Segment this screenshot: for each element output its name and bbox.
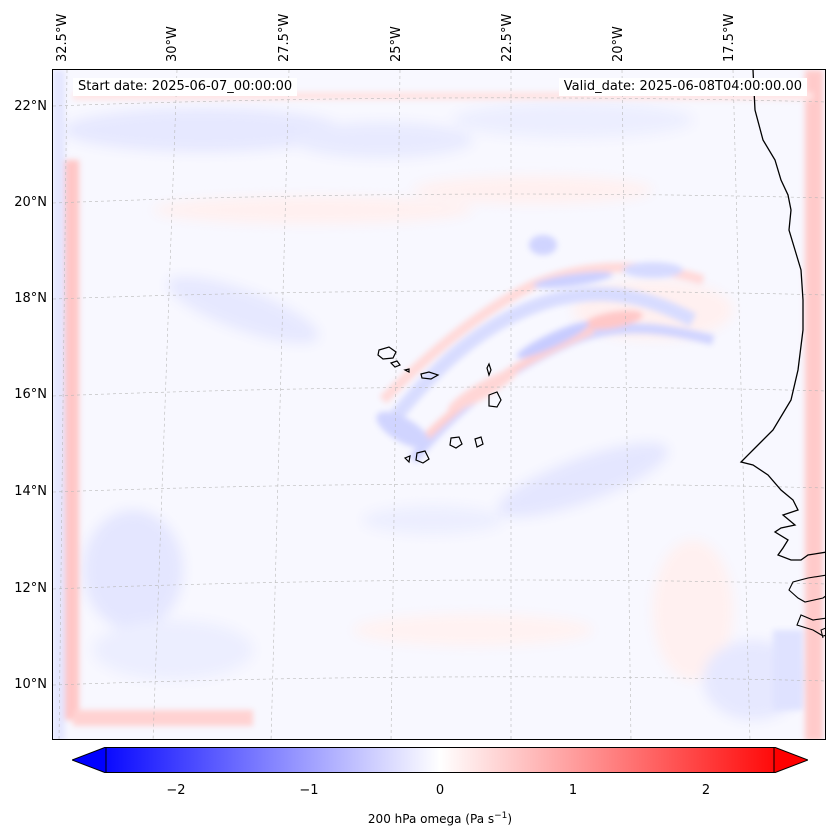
omega-field-map [53, 70, 825, 739]
graticule [53, 70, 825, 739]
lat-label-18n: 18°N [14, 291, 47, 306]
lon-label-20w: 20°W [611, 26, 626, 62]
colorbar-outline [105, 747, 775, 773]
colorbar-tick-minus-2: −2 [166, 783, 186, 798]
cape-verde-islands [377, 346, 502, 464]
lat-label-12n: 12°N [14, 581, 47, 596]
start-date-label: Start date: 2025-06-07_00:00:00 [73, 78, 298, 96]
lon-label-17-5w: 17.5°W [722, 13, 737, 62]
wave-packet [376, 235, 715, 464]
coastline-inlet [788, 574, 825, 603]
lat-label-14n: 14°N [14, 484, 47, 499]
colorbar-tick-0: 0 [435, 783, 445, 798]
map-panel: Start date: 2025-06-07_00:00:00 Valid_da… [52, 69, 826, 740]
colorbar-title-exponent: −1 [494, 811, 508, 821]
colorbar-tick-2: 2 [701, 783, 711, 798]
lat-label-16n: 16°N [14, 387, 47, 402]
lon-label-27-5w: 27.5°W [277, 13, 292, 62]
colorbar-high-extend [773, 746, 810, 774]
lon-label-25w: 25°W [389, 26, 404, 62]
boundary-bands [53, 70, 823, 739]
lon-label-30w: 30°W [165, 26, 180, 62]
coast-fragment [820, 627, 825, 639]
colorbar-title-close: ) [507, 812, 513, 826]
colorbar [70, 746, 810, 777]
colorbar-low-extend [70, 746, 107, 774]
lat-label-20n: 20°N [14, 195, 47, 210]
colorbar-graphic [70, 746, 810, 777]
colorbar-title: 200 hPa omega (Pa s−1) [240, 808, 640, 827]
african-coastline [739, 70, 825, 561]
lat-label-10n: 10°N [14, 677, 47, 692]
colorbar-tick-minus-1: −1 [299, 783, 319, 798]
colorbar-tick-1: 1 [568, 783, 578, 798]
lat-label-22n: 22°N [14, 99, 47, 114]
colorbar-title-text: 200 hPa omega (Pa s [367, 812, 495, 826]
lon-label-32-5w: 32.5°W [55, 13, 70, 62]
valid-date-label: Valid_date: 2025-06-08T04:00:00.00 [558, 78, 807, 96]
lon-label-22-5w: 22.5°W [500, 13, 515, 62]
colorbar-gradient [106, 747, 774, 773]
